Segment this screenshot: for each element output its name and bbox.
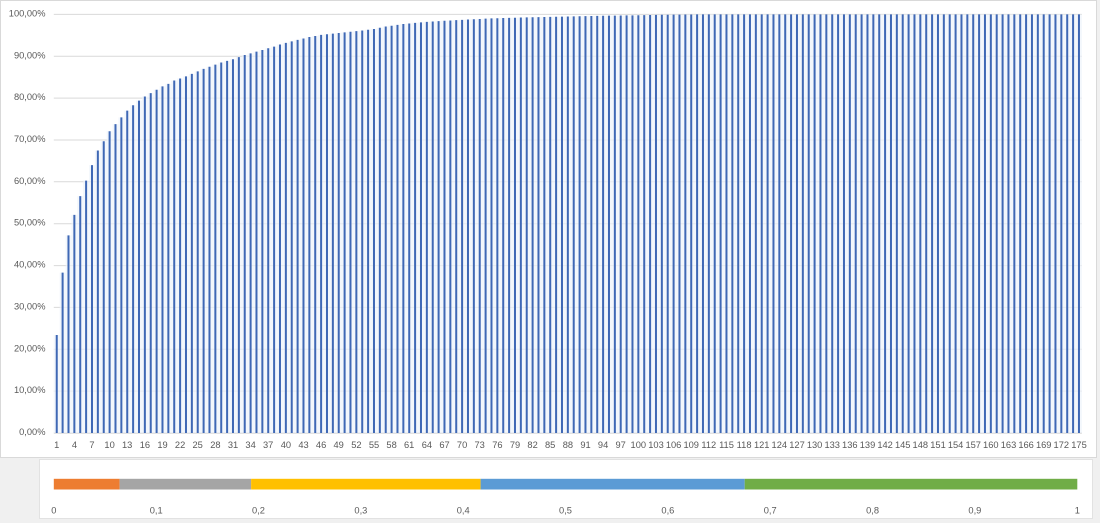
svg-text:103: 103	[648, 440, 664, 450]
svg-text:0,5: 0,5	[559, 506, 572, 516]
svg-text:94: 94	[598, 440, 608, 450]
svg-text:0,1: 0,1	[150, 506, 163, 516]
svg-text:0,4: 0,4	[457, 506, 470, 516]
svg-text:37: 37	[263, 440, 273, 450]
svg-text:0,00%: 0,00%	[19, 427, 45, 437]
svg-text:43: 43	[298, 440, 308, 450]
svg-text:73: 73	[475, 440, 485, 450]
svg-text:148: 148	[913, 440, 929, 450]
svg-text:1: 1	[1075, 506, 1080, 516]
svg-text:61: 61	[404, 440, 414, 450]
svg-text:85: 85	[545, 440, 555, 450]
svg-text:80,00%: 80,00%	[14, 92, 46, 102]
svg-text:40: 40	[281, 440, 291, 450]
svg-text:0,2: 0,2	[252, 506, 265, 516]
svg-text:58: 58	[386, 440, 396, 450]
svg-text:7: 7	[89, 440, 94, 450]
svg-text:67: 67	[439, 440, 449, 450]
svg-text:0,9: 0,9	[968, 506, 981, 516]
svg-text:0,6: 0,6	[661, 506, 674, 516]
svg-text:97: 97	[616, 440, 626, 450]
svg-text:100: 100	[631, 440, 647, 450]
svg-text:34: 34	[245, 440, 255, 450]
svg-text:115: 115	[719, 440, 734, 450]
svg-text:31: 31	[228, 440, 238, 450]
svg-text:127: 127	[789, 440, 805, 450]
svg-text:50,00%: 50,00%	[14, 218, 46, 228]
svg-text:82: 82	[527, 440, 537, 450]
svg-text:4: 4	[72, 440, 77, 450]
svg-text:49: 49	[334, 440, 344, 450]
svg-text:52: 52	[351, 440, 361, 450]
svg-text:112: 112	[701, 440, 716, 450]
svg-text:0,8: 0,8	[866, 506, 879, 516]
svg-text:30,00%: 30,00%	[14, 301, 46, 311]
svg-text:20,00%: 20,00%	[14, 343, 46, 353]
svg-text:16: 16	[140, 440, 150, 450]
svg-text:79: 79	[510, 440, 520, 450]
svg-text:90,00%: 90,00%	[14, 50, 46, 60]
svg-text:154: 154	[948, 440, 964, 450]
svg-text:109: 109	[683, 440, 699, 450]
svg-text:76: 76	[492, 440, 502, 450]
svg-text:64: 64	[422, 440, 432, 450]
svg-text:142: 142	[877, 440, 893, 450]
svg-text:13: 13	[122, 440, 132, 450]
svg-text:130: 130	[807, 440, 823, 450]
svg-text:70: 70	[457, 440, 467, 450]
svg-text:1: 1	[54, 440, 59, 450]
svg-text:40,00%: 40,00%	[14, 260, 46, 270]
svg-text:157: 157	[965, 440, 981, 450]
svg-text:106: 106	[666, 440, 682, 450]
svg-text:28: 28	[210, 440, 220, 450]
svg-text:46: 46	[316, 440, 326, 450]
svg-text:175: 175	[1071, 440, 1087, 450]
svg-text:139: 139	[860, 440, 876, 450]
svg-text:10,00%: 10,00%	[14, 385, 46, 395]
svg-text:100,00%: 100,00%	[9, 8, 46, 18]
svg-text:19: 19	[157, 440, 167, 450]
svg-text:70,00%: 70,00%	[14, 134, 46, 144]
svg-text:136: 136	[842, 440, 858, 450]
svg-text:0,3: 0,3	[354, 506, 367, 516]
svg-text:55: 55	[369, 440, 379, 450]
svg-text:25: 25	[193, 440, 203, 450]
svg-text:118: 118	[737, 440, 752, 450]
svg-text:60,00%: 60,00%	[14, 176, 46, 186]
svg-text:163: 163	[1001, 440, 1017, 450]
svg-text:166: 166	[1018, 440, 1034, 450]
svg-text:160: 160	[983, 440, 999, 450]
svg-text:22: 22	[175, 440, 185, 450]
svg-text:133: 133	[824, 440, 840, 450]
svg-text:169: 169	[1036, 440, 1052, 450]
svg-text:151: 151	[930, 440, 946, 450]
svg-text:0,7: 0,7	[764, 506, 777, 516]
svg-text:0: 0	[51, 506, 56, 516]
svg-text:91: 91	[580, 440, 590, 450]
svg-text:121: 121	[754, 440, 770, 450]
svg-text:88: 88	[563, 440, 573, 450]
svg-text:145: 145	[895, 440, 911, 450]
svg-text:172: 172	[1054, 440, 1070, 450]
svg-text:10: 10	[104, 440, 114, 450]
svg-text:124: 124	[772, 440, 788, 450]
